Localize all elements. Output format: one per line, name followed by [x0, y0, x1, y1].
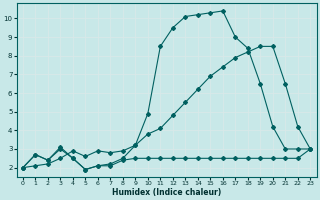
- X-axis label: Humidex (Indice chaleur): Humidex (Indice chaleur): [112, 188, 221, 197]
